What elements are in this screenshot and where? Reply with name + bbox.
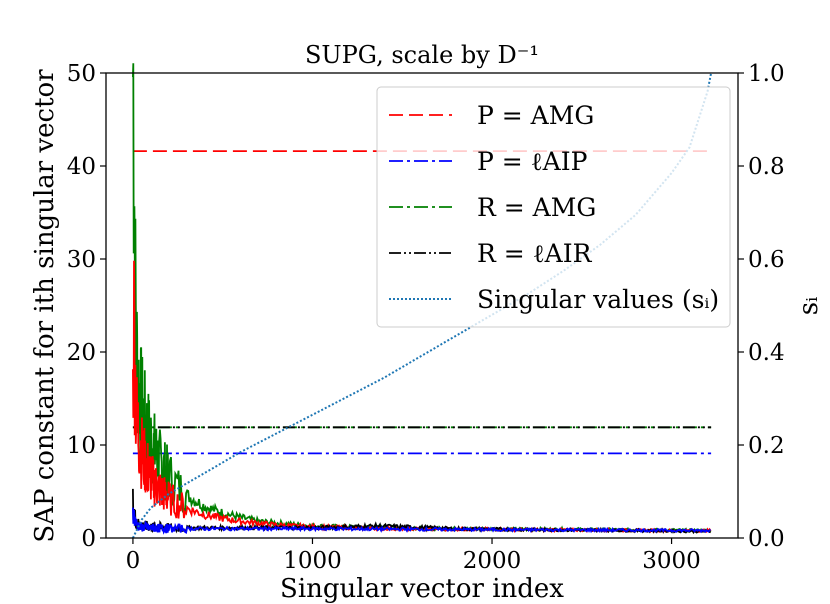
y-right-tick-label: 0.2 (748, 433, 785, 459)
x-tick-label: 1000 (283, 548, 342, 574)
series-r-air (132, 488, 711, 535)
legend: P = AMG P = ℓAIP R = AMG R = ℓAIR Singular v… (376, 86, 731, 328)
plot-frame (105, 72, 739, 539)
legend-label-p-aip: P = ℓAIP (477, 147, 587, 176)
y-tick-label: 50 (67, 61, 96, 87)
y-tick-label: 0 (81, 526, 96, 552)
y-tick-label: 10 (67, 433, 96, 459)
axes-layer: 0 1000 2000 3000 0 10 20 30 40 50 0.0 0.2 0.4 0.6 0.8 1… (67, 61, 785, 574)
legend-label-r-air: R = ℓAIR (477, 239, 593, 268)
legend-box (376, 86, 731, 328)
y-right-tick-label: 0.4 (748, 340, 785, 366)
y-axis-right-label: sᵢ (794, 297, 824, 316)
x-tick-label: 0 (126, 548, 141, 574)
x-tick-label: 2000 (463, 548, 522, 574)
x-axis-label: Singular vector index (280, 574, 564, 604)
legend-label-r-amg: R = AMG (477, 193, 596, 222)
y-tick-label: 40 (67, 154, 96, 180)
x-tick-label: 3000 (642, 548, 701, 574)
y-right-tick-label: 0.0 (748, 526, 785, 552)
y-tick-label: 20 (67, 340, 96, 366)
y-right-tick-label: 1.0 (748, 61, 785, 87)
chart-title: SUPG, scale by D⁻¹ (305, 41, 539, 69)
legend-label-singular-values-s: Singular values (sᵢ) (477, 285, 719, 314)
series-p-aip (132, 507, 711, 535)
series-singular-values-s (131, 72, 713, 539)
y-tick-label: 30 (67, 247, 96, 273)
y-right-tick-label: 0.6 (748, 247, 785, 273)
legend-label-p-amg: P = AMG (477, 101, 594, 130)
y-right-tick-label: 0.8 (748, 154, 785, 180)
y-axis-label: SAP constant for ith singular vector (30, 69, 60, 543)
plot-data-layer (131, 63, 713, 539)
